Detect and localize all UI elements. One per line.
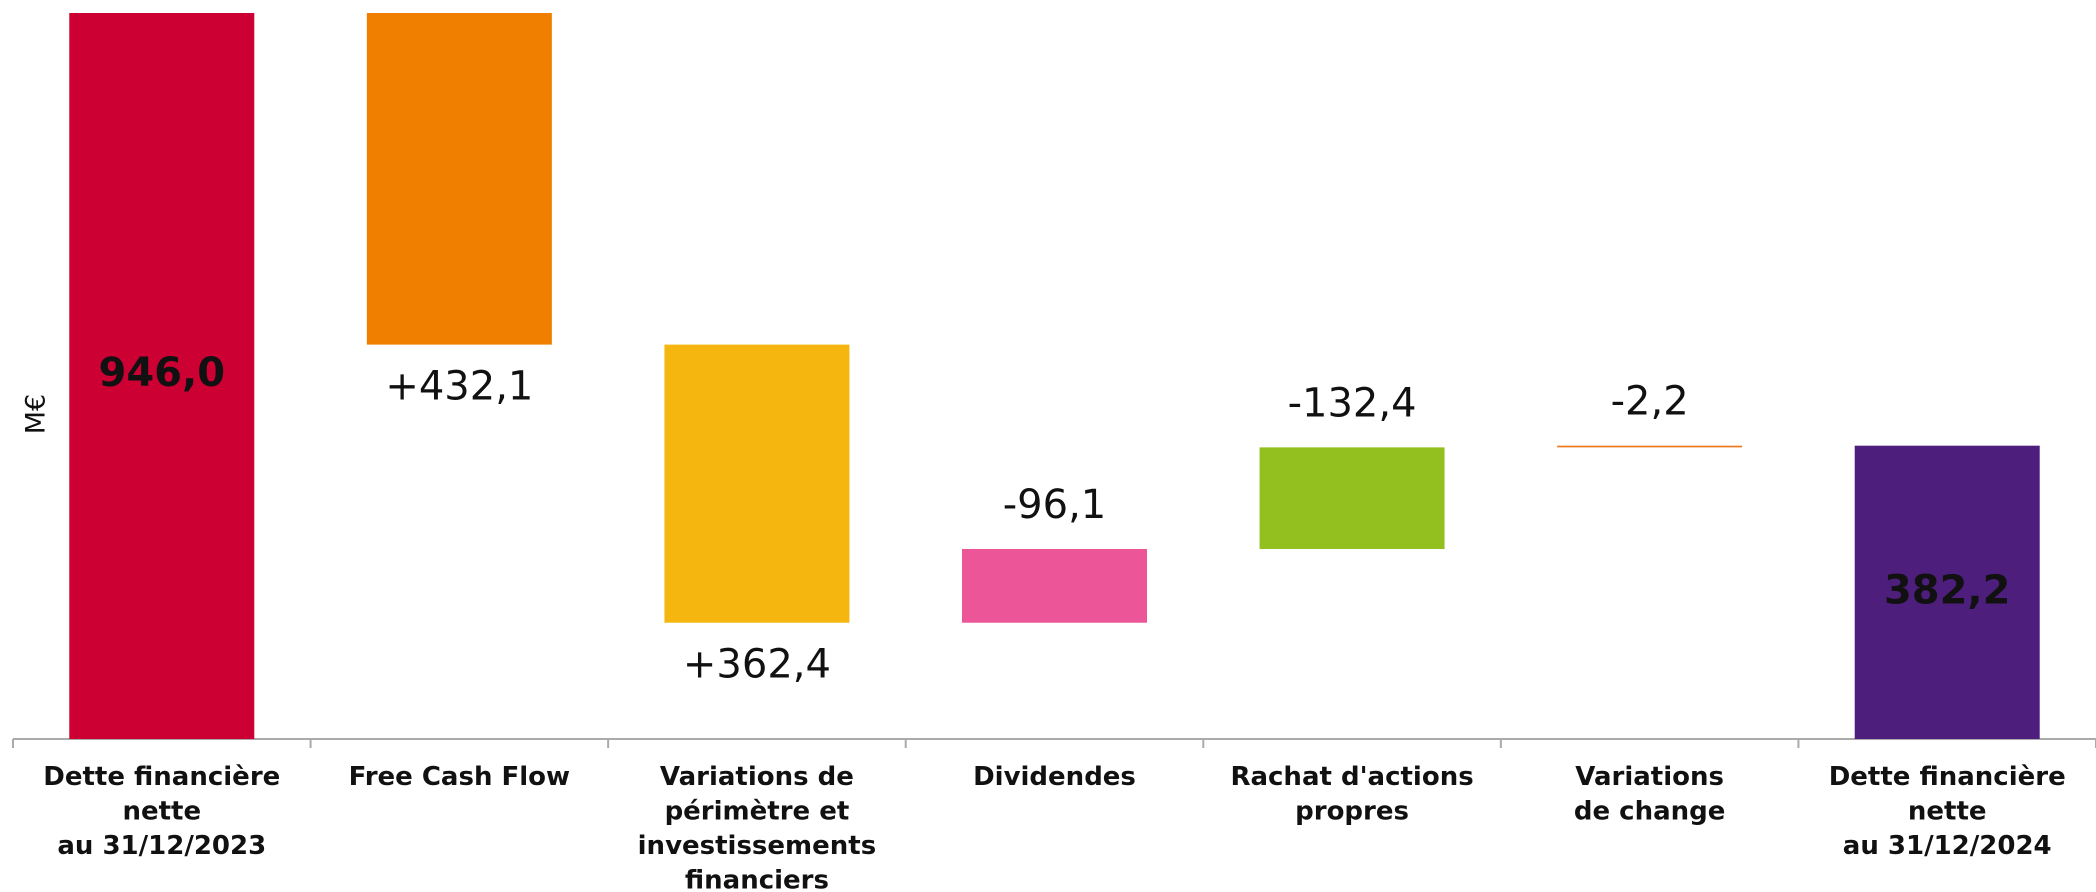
x-tick-label-line: au 31/12/2024 (1843, 831, 2052, 861)
value-label: -132,4 (1288, 380, 1417, 426)
x-tick-label-line: Dividendes (973, 762, 1136, 792)
x-tick-label: Free Cash Flow (349, 762, 570, 792)
bar (366, 13, 552, 345)
bar (69, 13, 255, 739)
bar (664, 344, 850, 623)
x-tick-label-line: Rachat d'actions (1230, 762, 1473, 792)
x-tick-label-line: nette (122, 796, 201, 826)
x-tick-label-line: Variations de (660, 762, 854, 792)
x-tick-label-line: Dette financière (43, 762, 280, 792)
value-label: +432,1 (385, 364, 533, 410)
x-tick-label: Variations de périmètre et investissements… (638, 762, 877, 892)
x-tick-label: Dette financière nette au 31/12/2023 (43, 762, 280, 861)
value-label: +362,4 (683, 642, 831, 688)
x-tick-label-line: nette (1908, 796, 1987, 826)
x-tick-label-line: Dette financière (1829, 762, 2066, 792)
bar (962, 548, 1147, 623)
x-tick-label-line: investissements (638, 831, 877, 861)
x-tick-label: Variations de change (1574, 762, 1726, 827)
x-tick-label-line: Free Cash Flow (349, 762, 570, 792)
value-label: -2,2 (1611, 379, 1689, 425)
value-label: -96,1 (1003, 482, 1107, 528)
bar (1259, 447, 1445, 549)
x-tick-label-line: propres (1295, 796, 1409, 826)
bar (1557, 445, 1743, 448)
x-tick-label: Dividendes (973, 762, 1136, 792)
x-tick-label: Rachat d'actions propres (1230, 762, 1473, 827)
x-tick-label-line: périmètre et (665, 796, 850, 826)
value-label: 382,2 (1884, 567, 2011, 613)
x-tick-label: Dette financière nette au 31/12/2024 (1829, 762, 2066, 861)
value-label: 946,0 (99, 350, 226, 396)
bar (1854, 445, 2040, 739)
x-tick-label-line: Variations (1575, 762, 1724, 792)
x-tick-label-line: de change (1574, 796, 1726, 826)
y-axis-label: M€ (21, 394, 52, 434)
x-tick-label-line: financiers (685, 865, 829, 892)
x-tick-label-line: au 31/12/2023 (57, 831, 266, 861)
